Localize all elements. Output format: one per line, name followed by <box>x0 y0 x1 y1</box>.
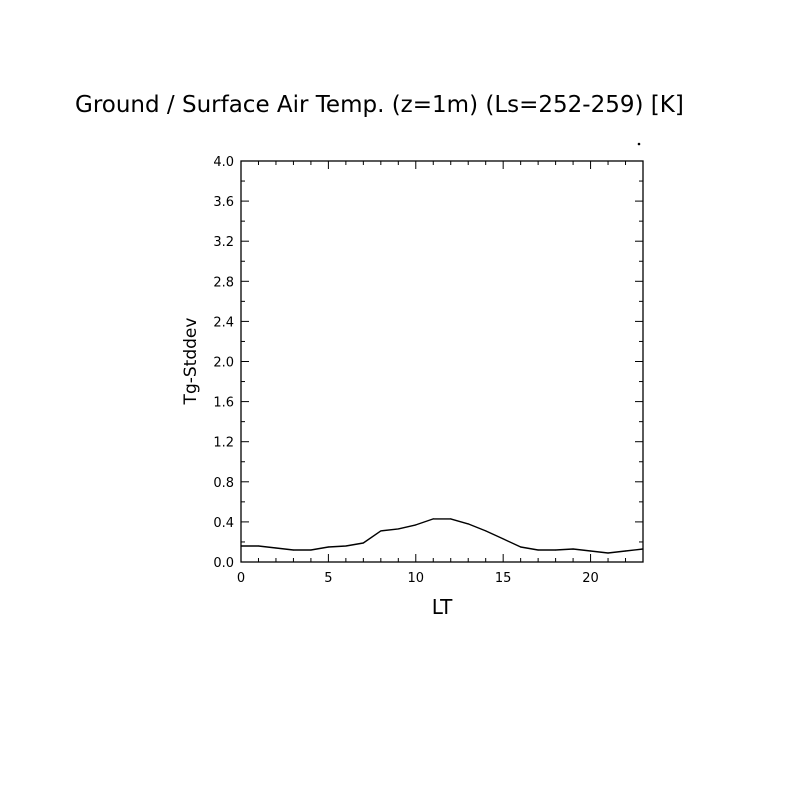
y-axis: 0.0 0.4 0.8 1.2 1.6 2.0 2.4 2.8 3.2 3.6 4.0 <box>213 155 643 571</box>
data-point <box>642 548 644 550</box>
y-tick-label: 1.6 <box>213 396 234 411</box>
y-tick-label: 2.4 <box>213 315 234 330</box>
data-point <box>537 549 539 551</box>
x-axis: 0 5 10 15 20 <box>237 161 644 586</box>
data-point <box>275 547 277 549</box>
data-point <box>292 549 295 551</box>
data-point <box>327 546 329 548</box>
x-tick-label: 5 <box>324 571 332 586</box>
data-point <box>589 550 592 552</box>
data-point <box>624 550 627 552</box>
x-tick-label: 10 <box>408 571 425 586</box>
y-tick-label: 0.4 <box>213 516 234 531</box>
plot-border <box>240 160 644 563</box>
data-point <box>607 552 609 554</box>
chart-title: Ground / Surface Air Temp. (z=1m) (Ls=25… <box>75 92 684 118</box>
y-tick-label: 0.8 <box>213 476 234 491</box>
y-tick-label: 3.2 <box>213 235 234 250</box>
data-point <box>520 546 522 548</box>
x-axis-label: LT <box>432 595 453 619</box>
x-tick-label: 0 <box>237 571 245 586</box>
corner-dot <box>637 142 641 146</box>
data-point <box>432 518 434 520</box>
data-point <box>572 548 574 550</box>
y-tick-label: 2.8 <box>213 275 234 290</box>
plot-frame <box>240 160 644 563</box>
y-tick-label: 3.6 <box>213 195 234 210</box>
y-tick-label: 4.0 <box>213 155 234 170</box>
data-point <box>555 549 557 551</box>
data-point <box>257 545 260 547</box>
y-tick-label: 0.0 <box>213 556 234 571</box>
data-point <box>450 518 452 520</box>
data-point <box>397 528 399 530</box>
x-tick-label: 15 <box>495 571 512 586</box>
data-point <box>345 545 347 547</box>
data-point <box>362 542 364 544</box>
y-tick-label: 1.2 <box>213 436 234 451</box>
data-point <box>310 549 312 551</box>
series-group <box>240 518 644 554</box>
data-point <box>467 523 469 525</box>
data-point <box>380 530 382 532</box>
data-point <box>240 545 242 547</box>
series-line <box>241 518 644 554</box>
data-point <box>485 530 487 532</box>
y-tick-label: 2.0 <box>213 356 234 371</box>
x-tick-label: 20 <box>582 571 599 586</box>
data-point <box>415 524 417 526</box>
y-axis-label: Tg-Stddev <box>181 318 201 406</box>
data-point <box>502 538 504 540</box>
